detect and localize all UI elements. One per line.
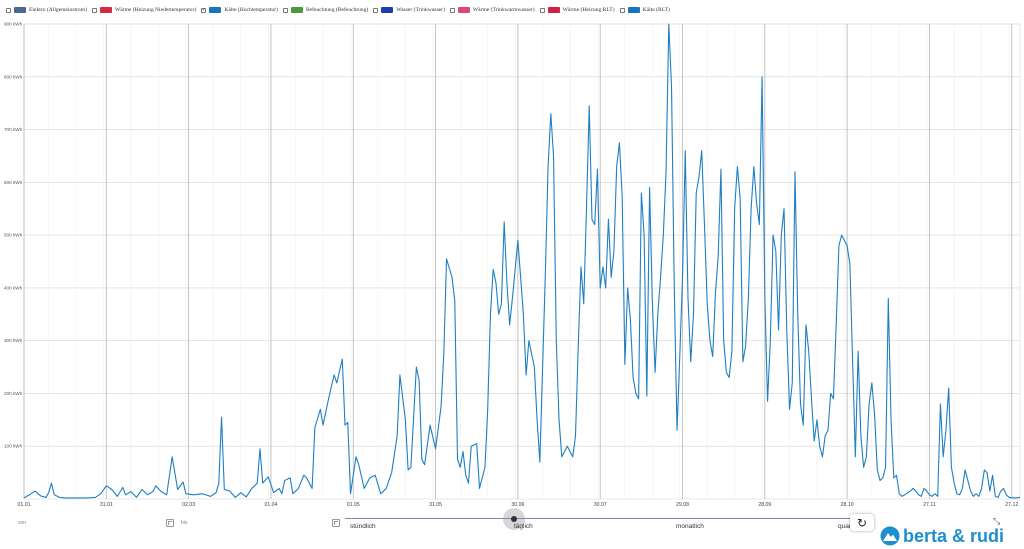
y-tick-label: 800 kWh xyxy=(4,74,23,79)
legend-swatch xyxy=(290,7,303,13)
legend-checkbox[interactable] xyxy=(373,7,379,13)
reset-button[interactable]: ↻ xyxy=(850,514,874,531)
from-date-picker-icon[interactable] xyxy=(166,519,174,527)
step-quarterly[interactable]: quar xyxy=(838,523,852,530)
x-tick-label: 01.04 xyxy=(264,502,277,508)
legend-checkbox[interactable] xyxy=(6,7,11,13)
grid-layer xyxy=(23,23,1021,500)
x-tick-label: 31.01 xyxy=(100,502,113,508)
x-tick-label: 31.05 xyxy=(429,502,442,508)
y-tick-label: 900 kWh xyxy=(4,22,23,27)
legend-item-2[interactable]: ✓ Kälte (Hochtemperatur) xyxy=(201,7,278,13)
legend-label: Elektro (Allgemeinstrom) xyxy=(29,7,87,13)
y-tick-label: 400 kWh xyxy=(4,285,23,290)
legend-label: Wärme (Heizung RLT) xyxy=(562,7,615,13)
legend-swatch xyxy=(457,7,470,13)
from-label: von xyxy=(18,520,27,526)
series-line-kaelte-hochtemperatur xyxy=(23,23,1021,499)
to-date-picker-icon[interactable] xyxy=(332,519,340,527)
legend-swatch xyxy=(381,7,394,13)
legend-swatch xyxy=(627,7,640,13)
to-label: bis xyxy=(181,520,188,526)
y-tick-label: 100 kWh xyxy=(4,444,23,449)
expand-icon[interactable]: ⤡ xyxy=(993,516,1001,526)
legend-label: Kälte (RLT) xyxy=(642,7,670,13)
line-chart: 100 kWh 200 kWh 300 kWh 400 kWh 500 kWh 600 k… xyxy=(4,22,1021,509)
brand-name: berta & rudi xyxy=(903,525,1005,546)
legend-checkbox[interactable]: ✓ xyxy=(201,7,207,13)
resolution-slider-track[interactable] xyxy=(345,518,860,519)
y-tick-label: 700 kWh xyxy=(4,127,23,132)
legend-item-6[interactable]: Wärme (Heizung RLT) xyxy=(539,7,615,13)
legend-label: Kälte (Hochtemperatur) xyxy=(224,7,278,13)
legend-swatch xyxy=(99,7,112,13)
step-hourly[interactable]: stündlich xyxy=(350,523,376,530)
y-tick-label: 600 kWh xyxy=(4,180,23,185)
brand-logo: berta & rudi xyxy=(880,525,1004,547)
x-tick-label: 01.05 xyxy=(347,502,360,508)
x-tick-label: 27.12 xyxy=(1005,502,1018,508)
x-tick-label: 01.01 xyxy=(18,502,31,508)
y-tick-label: 300 kWh xyxy=(4,338,23,343)
legend-label: Wasser (Trinkwasser) xyxy=(396,7,445,13)
step-monthly[interactable]: monatlich xyxy=(676,523,704,530)
x-tick-label: 30.06 xyxy=(511,502,524,508)
x-tick-label: 02.03 xyxy=(182,502,195,508)
legend-item-5[interactable]: Wärme (Trinkwarmwasser) xyxy=(449,7,535,13)
y-tick-label: 200 kWh xyxy=(4,391,23,396)
resolution-slider-knob[interactable] xyxy=(511,516,517,522)
x-tick-label: 29.08 xyxy=(676,502,689,508)
legend-item-4[interactable]: Wasser (Trinkwasser) xyxy=(373,7,445,13)
legend-checkbox[interactable] xyxy=(282,7,288,13)
legend-checkbox[interactable] xyxy=(619,7,625,13)
legend-swatch xyxy=(547,7,560,13)
axis-layer: 100 kWh 200 kWh 300 kWh 400 kWh 500 kWh 600 k… xyxy=(4,22,1018,509)
x-tick-label: 30.07 xyxy=(594,502,607,508)
legend-swatch xyxy=(209,7,222,13)
step-daily[interactable]: täglich xyxy=(514,523,533,530)
x-tick-label: 28.10 xyxy=(841,502,854,508)
legend-swatch xyxy=(14,7,26,13)
legend-checkbox[interactable] xyxy=(539,7,545,13)
legend-item-3[interactable]: Befeuchtung (Befeuchtung) xyxy=(282,7,369,13)
legend-checkbox[interactable] xyxy=(91,7,97,13)
legend-label: Wärme (Trinkwarmwasser) xyxy=(472,7,535,13)
y-tick-label: 500 kWh xyxy=(4,233,23,238)
plot-frame xyxy=(23,23,1021,500)
time-controls: von bis stündlich täglich monatlich quar… xyxy=(0,508,1024,549)
reset-icon: ↻ xyxy=(856,515,868,530)
brand-mountain-icon xyxy=(880,526,900,546)
legend-item-7[interactable]: Kälte (RLT) xyxy=(619,7,670,13)
legend-item-0[interactable]: Elektro (Allgemeinstrom) xyxy=(6,7,87,13)
legend-item-1[interactable]: Wärme (Heizung Niedertemperatur) xyxy=(91,7,197,13)
legend-label: Wärme (Heizung Niedertemperatur) xyxy=(114,7,197,13)
x-tick-label: 27.11 xyxy=(923,502,936,508)
chart-legend: Elektro (Allgemeinstrom) Wärme (Heizung N… xyxy=(6,4,1018,16)
legend-label: Befeuchtung (Befeuchtung) xyxy=(305,7,369,13)
legend-checkbox[interactable] xyxy=(449,7,455,13)
x-tick-label: 28.09 xyxy=(758,502,771,508)
